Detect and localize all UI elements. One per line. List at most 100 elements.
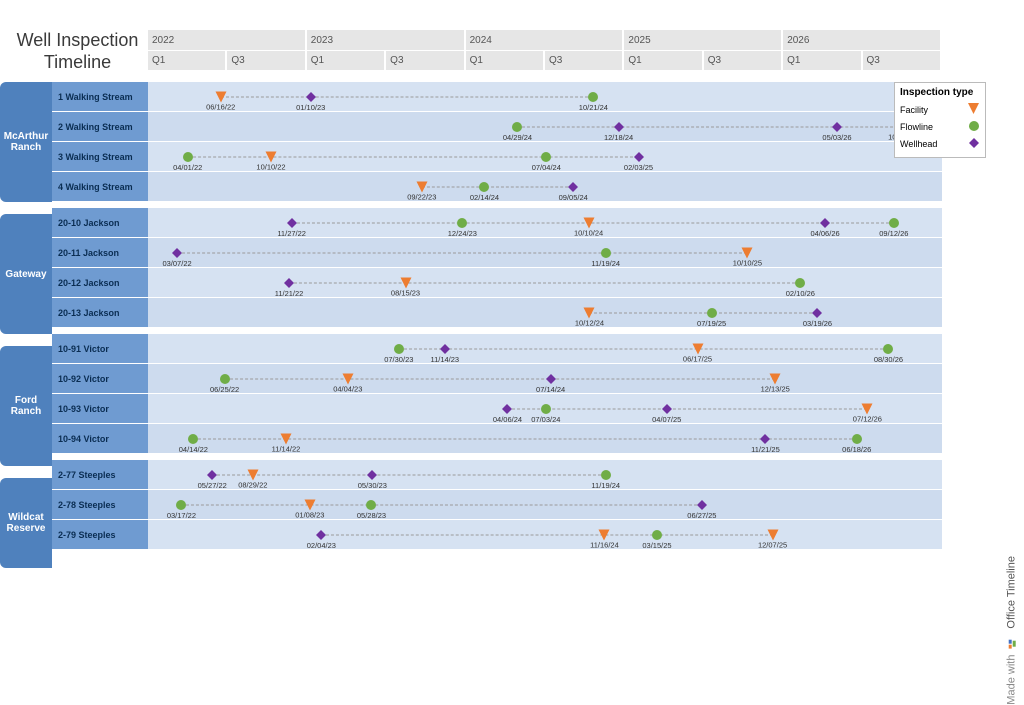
wellhead-marker: 03/19/26 <box>811 307 823 319</box>
quarter-header: Q1 <box>307 50 386 70</box>
marker-date: 10/10/22 <box>256 162 285 171</box>
marker-date: 06/18/26 <box>842 445 871 454</box>
flowline-marker: 07/03/24 <box>540 403 552 415</box>
facility-marker: 08/29/22 <box>246 468 259 481</box>
year-header: 2023 <box>307 30 466 50</box>
swim-row: 11/21/2208/15/2302/10/26 <box>148 268 942 298</box>
swim-row: 04/06/2407/03/2404/07/2507/12/26 <box>148 394 942 424</box>
facility-marker: 10/12/24 <box>583 306 596 319</box>
legend-item: Flowline <box>900 120 980 134</box>
well-label: 10-91 Victor <box>52 334 148 364</box>
marker-date: 12/18/24 <box>604 133 633 142</box>
flowline-marker: 02/14/24 <box>478 181 490 193</box>
quarter-header: Q1 <box>783 50 862 70</box>
labels-column: 1 Walking Stream2 Walking Stream3 Walkin… <box>52 82 148 556</box>
flowline-marker: 04/29/24 <box>511 121 523 133</box>
marker-date: 07/19/25 <box>697 319 726 328</box>
connector-line <box>289 282 800 283</box>
marker-date: 05/28/23 <box>357 511 386 520</box>
legend: Inspection type FacilityFlowlineWellhead <box>894 82 986 158</box>
marker-date: 02/04/23 <box>307 541 336 550</box>
connector-line <box>422 186 573 187</box>
group-block: McArthur Ranch <box>0 82 52 202</box>
legend-item: Facility <box>900 102 980 117</box>
marker-date: 11/27/22 <box>277 229 306 238</box>
well-label: 10-92 Victor <box>52 364 148 394</box>
quarter-header: Q3 <box>386 50 465 70</box>
swim-row: 04/01/22 10/10/22 07/04/24 02/03/25 <box>148 142 942 172</box>
marker-date: 06/17/25 <box>683 354 712 363</box>
connector-line <box>517 126 902 127</box>
watermark-brand: Office Timeline <box>1006 556 1018 629</box>
marker-date: 04/29/24 <box>503 133 532 142</box>
year-header: 2025 <box>624 30 783 50</box>
wellhead-marker: 05/27/22 <box>206 469 218 481</box>
swim-row: 03/07/22 11/19/24 10/10/25 <box>148 238 942 268</box>
marker-date: 06/27/25 <box>687 511 716 520</box>
marker-date: 02/14/24 <box>470 193 499 202</box>
flowline-marker: 11/19/24 <box>600 247 612 259</box>
flowline-marker: 07/04/24 <box>540 151 552 163</box>
wellhead-marker: 04/06/26 <box>819 217 831 229</box>
wellhead-marker: 09/05/24 <box>567 181 579 193</box>
connector-line <box>225 378 776 379</box>
wellhead-marker: 11/27/22 <box>286 217 298 229</box>
wellhead-marker: 02/03/25 <box>633 151 645 163</box>
facility-marker: 12/13/25 <box>769 372 782 385</box>
connector-line <box>321 534 772 535</box>
well-label: 2-79 Steeples <box>52 520 148 550</box>
swim-row: 06/16/2201/10/2310/21/24 <box>148 82 942 112</box>
page-title: Well InspectionTimeline <box>10 30 145 73</box>
group-block: Ford Ranch <box>0 346 52 466</box>
wellhead-marker: 11/14/23 <box>439 343 451 355</box>
wellhead-marker: 11/21/25 <box>759 433 771 445</box>
marker-date: 10/10/25 <box>733 258 762 267</box>
office-timeline-icon <box>1006 637 1018 649</box>
wellhead-marker: 04/07/25 <box>661 403 673 415</box>
wellhead-marker: 04/06/24 <box>501 403 513 415</box>
connector-line <box>399 348 889 349</box>
facility-icon <box>967 102 980 117</box>
swim-row: 11/27/2212/24/2310/10/2404/06/2609/12/26 <box>148 208 942 238</box>
group-block: Gateway <box>0 214 52 334</box>
wellhead-marker: 03/07/22 <box>171 247 183 259</box>
marker-date: 05/27/22 <box>198 481 227 490</box>
marker-date: 12/13/25 <box>761 384 790 393</box>
marker-date: 04/04/23 <box>333 384 362 393</box>
facility-marker: 11/16/24 <box>598 528 611 541</box>
marker-date: 03/15/25 <box>642 541 671 550</box>
marker-date: 03/17/22 <box>167 511 196 520</box>
connector-line <box>507 408 867 409</box>
swim-row: 06/25/2204/04/2307/14/2412/13/25 <box>148 364 942 394</box>
marker-date: 11/21/25 <box>751 445 780 454</box>
swim-row: 04/14/2211/14/2211/21/2506/18/26 <box>148 424 942 454</box>
marker-date: 07/04/24 <box>532 163 561 172</box>
quarter-header: Q1 <box>466 50 545 70</box>
wellhead-marker: 11/21/22 <box>283 277 295 289</box>
legend-label: Flowline <box>900 122 933 132</box>
swim-row: 07/30/23 11/14/23 06/17/25 08/30/26 <box>148 334 942 364</box>
swim-row: 05/27/2208/29/2205/30/2311/19/24 <box>148 460 942 490</box>
marker-date: 09/12/26 <box>879 229 908 238</box>
quarter-header: Q3 <box>227 50 306 70</box>
swim-row: 03/17/22 01/08/23 05/28/23 06/27/25 <box>148 490 942 520</box>
marker-date: 11/19/24 <box>591 259 620 268</box>
quarter-header: Q3 <box>704 50 783 70</box>
marker-date: 10/12/24 <box>575 318 604 327</box>
well-label: 3 Walking Stream <box>52 142 148 172</box>
wellhead-marker: 02/04/23 <box>315 529 327 541</box>
marker-date: 08/29/22 <box>238 480 267 489</box>
facility-marker: 01/08/23 <box>303 498 316 511</box>
well-label: 2-77 Steeples <box>52 460 148 490</box>
flowline-marker: 03/15/25 <box>651 529 663 541</box>
well-label: 20-10 Jackson <box>52 208 148 238</box>
facility-marker: 12/07/25 <box>766 528 779 541</box>
year-header: 2022 <box>148 30 307 50</box>
well-label: 20-11 Jackson <box>52 238 148 268</box>
flowline-marker: 07/30/23 <box>393 343 405 355</box>
marker-date: 08/30/26 <box>874 355 903 364</box>
marker-date: 04/01/22 <box>173 163 202 172</box>
legend-title: Inspection type <box>900 87 980 98</box>
facility-marker: 04/04/23 <box>341 372 354 385</box>
flowline-marker: 04/01/22 <box>182 151 194 163</box>
